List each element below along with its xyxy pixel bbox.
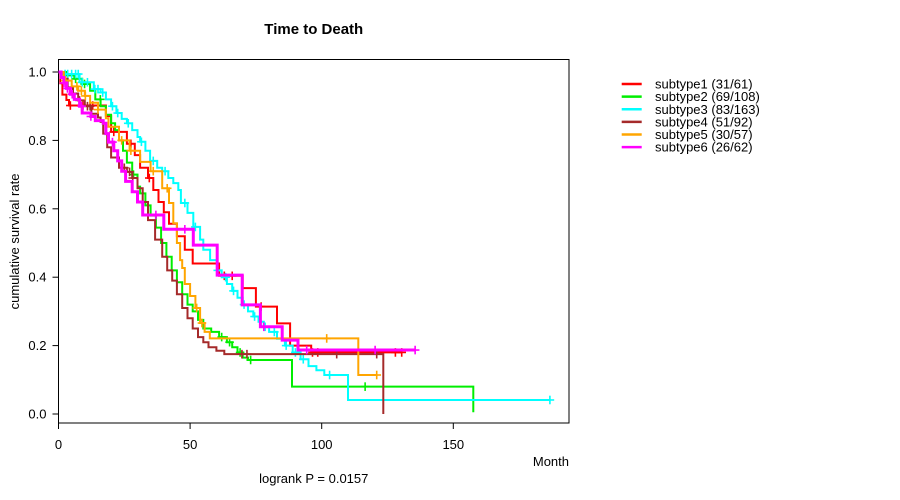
- y-tick-label: 0.6: [28, 201, 46, 216]
- survival-curves: [58, 69, 555, 414]
- x-axis-ticks: 0 50 100 150: [55, 423, 464, 452]
- y-tick-label: 0.4: [28, 270, 46, 285]
- censor-marks-subtype1: [66, 101, 407, 357]
- censor-marks-subtype5: [61, 76, 382, 380]
- legend-item-subtype3: subtype3 (83/163): [621, 102, 760, 117]
- legend-item-label: subtype3 (83/163): [655, 102, 760, 117]
- x-tick-label: 50: [183, 437, 197, 452]
- survival-curve-subtype2: [58, 71, 475, 413]
- legend-item-subtype2: subtype2 (69/108): [621, 89, 760, 104]
- y-tick-label: 1.0: [28, 65, 46, 80]
- plot-area-border: [58, 59, 570, 424]
- chart-title: Time to Death: [264, 21, 363, 38]
- legend-item-label: subtype1 (31/61): [655, 77, 753, 92]
- y-tick-label: 0.8: [28, 133, 46, 148]
- legend-item-label: subtype5 (30/57): [655, 127, 753, 142]
- x-tick-label: 0: [55, 437, 62, 452]
- y-axis-label: cumulative survival rate: [7, 174, 22, 310]
- censor-marks-subtype2: [71, 74, 370, 391]
- y-tick-label: 0.0: [28, 407, 46, 422]
- x-tick-label: 150: [442, 437, 464, 452]
- legend-item-label: subtype4 (51/92): [655, 114, 753, 129]
- legend-item-label: subtype6 (26/62): [655, 140, 753, 155]
- x-tick-label: 100: [311, 437, 333, 452]
- survival-curve-subtype6: [58, 70, 416, 352]
- legend: subtype1 (31/61)subtype2 (69/108)subtype…: [621, 77, 760, 155]
- y-axis-ticks: 0.0 0.2 0.4 0.6 0.8 1.0: [28, 65, 59, 422]
- legend-item-subtype5: subtype5 (30/57): [621, 127, 753, 142]
- legend-item-label: subtype2 (69/108): [655, 89, 760, 104]
- y-tick-label: 0.2: [28, 338, 46, 353]
- censor-marks-subtype6: [59, 78, 420, 355]
- legend-item-subtype4: subtype4 (51/92): [621, 114, 753, 129]
- survival-curve-subtype1: [58, 71, 402, 354]
- x-axis-label: Month: [533, 454, 569, 469]
- legend-item-subtype6: subtype6 (26/62): [621, 140, 753, 155]
- legend-item-subtype1: subtype1 (31/61): [621, 77, 753, 92]
- survival-curve-subtype5: [58, 71, 377, 376]
- logrank-pvalue-label: logrank P = 0.0157: [259, 471, 368, 486]
